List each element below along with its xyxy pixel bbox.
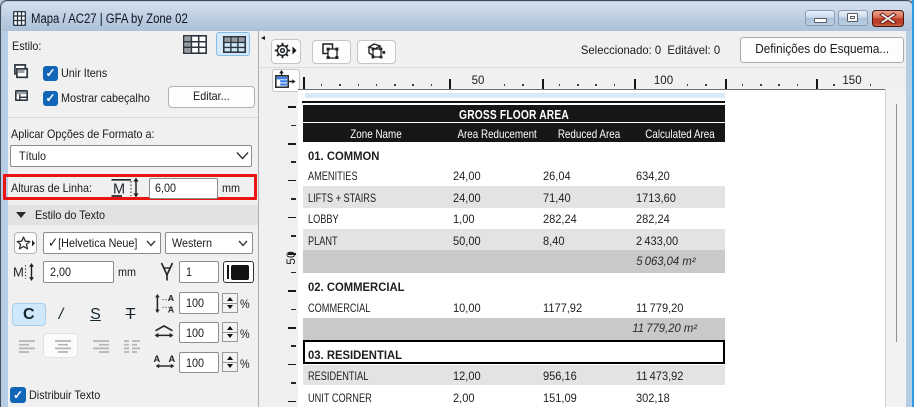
- svg-text:M: M: [13, 265, 24, 280]
- svg-text:A: A: [168, 294, 174, 303]
- svg-text:M: M: [113, 182, 125, 198]
- svg-text:A: A: [168, 304, 174, 312]
- svg-text:A: A: [168, 354, 175, 364]
- svg-text:A: A: [153, 354, 160, 364]
